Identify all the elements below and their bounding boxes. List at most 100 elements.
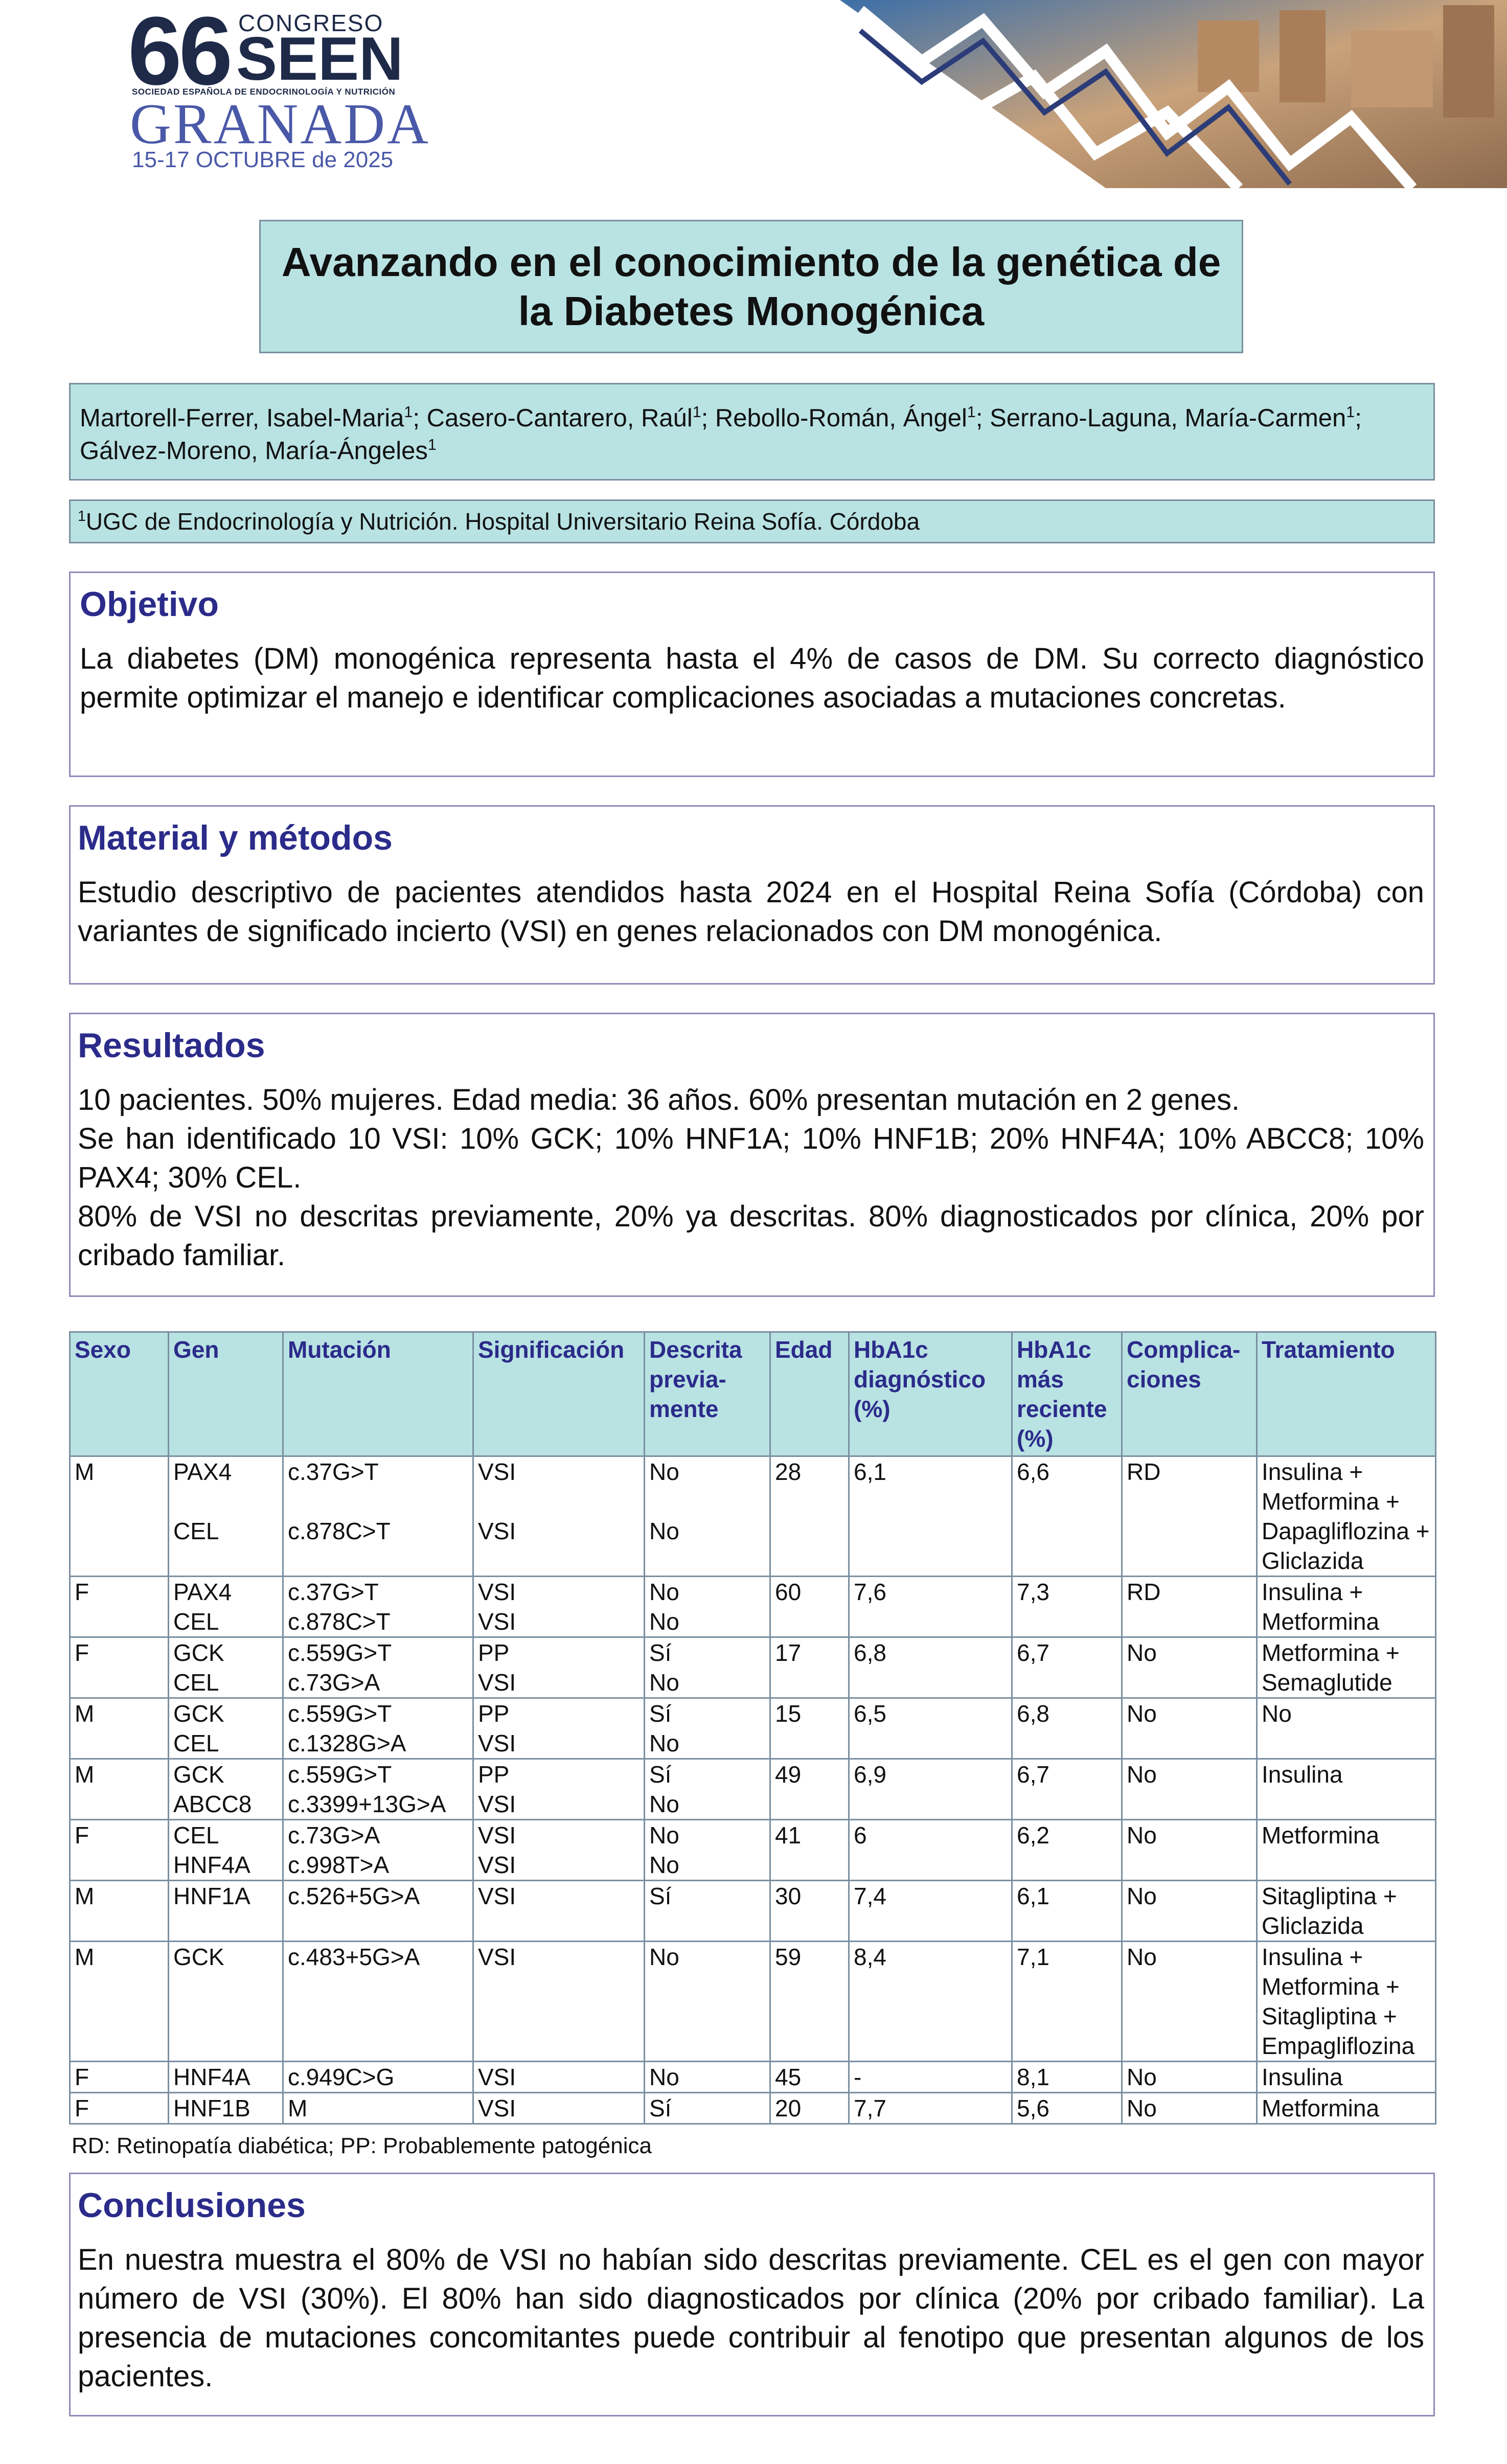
cell-trat: Insulina + Metformina + Dapagliflozina +… (1256, 1455, 1436, 1577)
table-row: F GCK c.559G>T PP Sí 17 6,8 6,7 No Metformina + S… (69, 1636, 1436, 1698)
cell-rec: 6,1 (1011, 1880, 1123, 1942)
cell-gene: PP (472, 1697, 645, 1728)
cell-rec: 6,8 (1011, 1697, 1123, 1759)
cell-sexo: M (69, 1758, 169, 1820)
cell-gene: CEL (168, 1668, 284, 1699)
cell-gene: No (644, 1819, 771, 1850)
cell-sexo: M (69, 1455, 169, 1577)
cell-trat: Insulina + Metformina (1256, 1576, 1436, 1637)
cell-rec: 7,3 (1011, 1576, 1123, 1637)
table-row: F PAX4 c.37G>T VSI No 60 7,6 7,3 RD Insulina + Me… (69, 1576, 1436, 1637)
cell-gene: ABCC8 (168, 1789, 284, 1820)
cell-gene: CEL (168, 1516, 284, 1577)
cell-trat: No (1256, 1697, 1436, 1759)
cell-gene: c.559G>T (282, 1758, 474, 1789)
cell-gene: c.998T>A (282, 1850, 474, 1881)
table-footnote: RD: Retinopatía diabética; PP: Probablem… (72, 2133, 652, 2158)
cell-gene: PP (472, 1636, 645, 1668)
table-row: CEL c.878C>T VSI No (70, 1516, 1436, 1577)
table-row: F CEL c.73G>A VSI No 41 6 6,2 No Metformina (69, 1819, 1436, 1881)
cell-gene: No (644, 1850, 771, 1881)
cell-rec: 6,7 (1011, 1636, 1123, 1698)
cell-comp: No (1121, 1636, 1258, 1698)
section-text: Se han identificado 10 VSI: 10% GCK; 10%… (78, 1122, 1424, 1194)
cell-gene: GCK (168, 1941, 284, 2062)
cell-sexo: F (69, 1576, 169, 1637)
cell-edad: 30 (769, 1880, 850, 1942)
table-header: Descrita previa­mente (644, 1331, 771, 1457)
cell-gene: PAX4 (168, 1455, 284, 1516)
author-name: Martorell-Ferrer, Isabel-Maria (80, 404, 404, 432)
cell-gene: c.559G>T (282, 1636, 474, 1668)
cell-comp: No (1121, 1941, 1258, 2062)
cell-edad: 17 (769, 1636, 850, 1698)
table-row: ABCC8 c.3399+13G>A VSI No (70, 1789, 1436, 1820)
cell-gene: HNF1B (168, 2092, 284, 2125)
cell-edad: 49 (769, 1758, 850, 1820)
table-row: M HNF1A c.526+5G>A VSI Sí 30 7,4 6,1 No Sitaglipt… (69, 1880, 1436, 1942)
cell-edad: 20 (769, 2092, 850, 2125)
objetivo-box: Objetivo La diabetes (DM) monogénica rep… (69, 572, 1435, 777)
cell-gene: No (644, 1607, 771, 1638)
title-box: Avanzando en el conocimiento de la genét… (259, 220, 1243, 353)
cell-gene: Sí (644, 1880, 771, 1942)
cell-gene: c.526+5G>A (282, 1880, 474, 1942)
cell-dx: 7,4 (848, 1880, 1013, 1942)
table-header: Complica­ciones (1121, 1331, 1258, 1457)
cell-rec: 8,1 (1011, 2061, 1123, 2093)
table-header: Edad (769, 1331, 850, 1457)
author-sup: 1 (404, 403, 413, 421)
cell-gene: HNF4A (168, 1850, 284, 1881)
results-table: Sexo Gen Mutación Significación Descrita pre… (69, 1331, 1436, 2125)
table-row: M GCK c.559G>T PP Sí 49 6,9 6,7 No Insulina (69, 1758, 1436, 1820)
table-row: M PAX4 c.37G>T VSI No 28 6,1 6,6 RD Insulina + Me… (69, 1455, 1436, 1577)
section-heading: Material y métodos (78, 818, 393, 857)
cell-gene: c.1328G>A (282, 1728, 474, 1760)
cell-comp: No (1121, 2061, 1258, 2093)
cell-gene: M (282, 2092, 474, 2125)
cell-gene: HNF4A (168, 2061, 284, 2093)
cell-rec: 5,6 (1011, 2092, 1123, 2125)
section-text: La diabetes (DM) monogénica representa h… (80, 642, 1424, 714)
cell-sexo: F (69, 2061, 169, 2093)
cell-gene: VSI (472, 1819, 645, 1850)
cell-dx: 6,9 (848, 1758, 1013, 1820)
cell-trat: Metformina (1256, 2092, 1436, 2125)
cell-trat: Insulina (1256, 2061, 1436, 2093)
header-image (840, 0, 1507, 188)
logo-congress: CONGRESO (238, 10, 384, 36)
cell-dx: 6,5 (848, 1697, 1013, 1759)
author-name: Rebollo-Román, Ángel (715, 404, 967, 432)
cell-gene: PAX4 (168, 1576, 284, 1607)
section-heading: Objetivo (80, 585, 219, 624)
cell-comp: RD (1121, 1455, 1258, 1577)
table-row: HNF4A c.998T>A VSI No (70, 1850, 1436, 1881)
author-sup: 1 (1346, 403, 1355, 421)
cell-trat: Insulina (1256, 1758, 1436, 1820)
cell-sexo: M (69, 1941, 169, 2062)
cell-gene: c.878C>T (282, 1516, 474, 1577)
cell-gene: c.37G>T (282, 1576, 474, 1607)
cell-sexo: F (69, 1636, 169, 1698)
cell-trat: Metformina (1256, 1819, 1436, 1881)
cell-dx: 6 (848, 1819, 1013, 1881)
cell-gene: Sí (644, 2092, 771, 2125)
cell-gene: HNF1A (168, 1880, 284, 1942)
cell-sexo: M (69, 1697, 169, 1759)
table-row: CEL c.73G>A VSI No (70, 1668, 1436, 1699)
cell-sexo: M (69, 1880, 169, 1942)
author-sup: 1 (967, 403, 976, 421)
author-separator: ; (413, 404, 420, 432)
cell-dx: 6,1 (848, 1455, 1013, 1577)
cell-gene: VSI (472, 1576, 645, 1607)
cell-gene: GCK (168, 1697, 284, 1728)
cell-comp: RD (1121, 1576, 1258, 1637)
cell-rec: 6,7 (1011, 1758, 1123, 1820)
cell-gene: VSI (472, 2092, 645, 2125)
cell-edad: 45 (769, 2061, 850, 2093)
cell-dx: 6,8 (848, 1636, 1013, 1698)
cell-gene: VSI (472, 1850, 645, 1881)
cell-gene: No (644, 1576, 771, 1607)
section-text: 10 pacientes. 50% mujeres. Edad media: 3… (78, 1083, 1240, 1116)
cell-comp: No (1121, 1880, 1258, 1942)
